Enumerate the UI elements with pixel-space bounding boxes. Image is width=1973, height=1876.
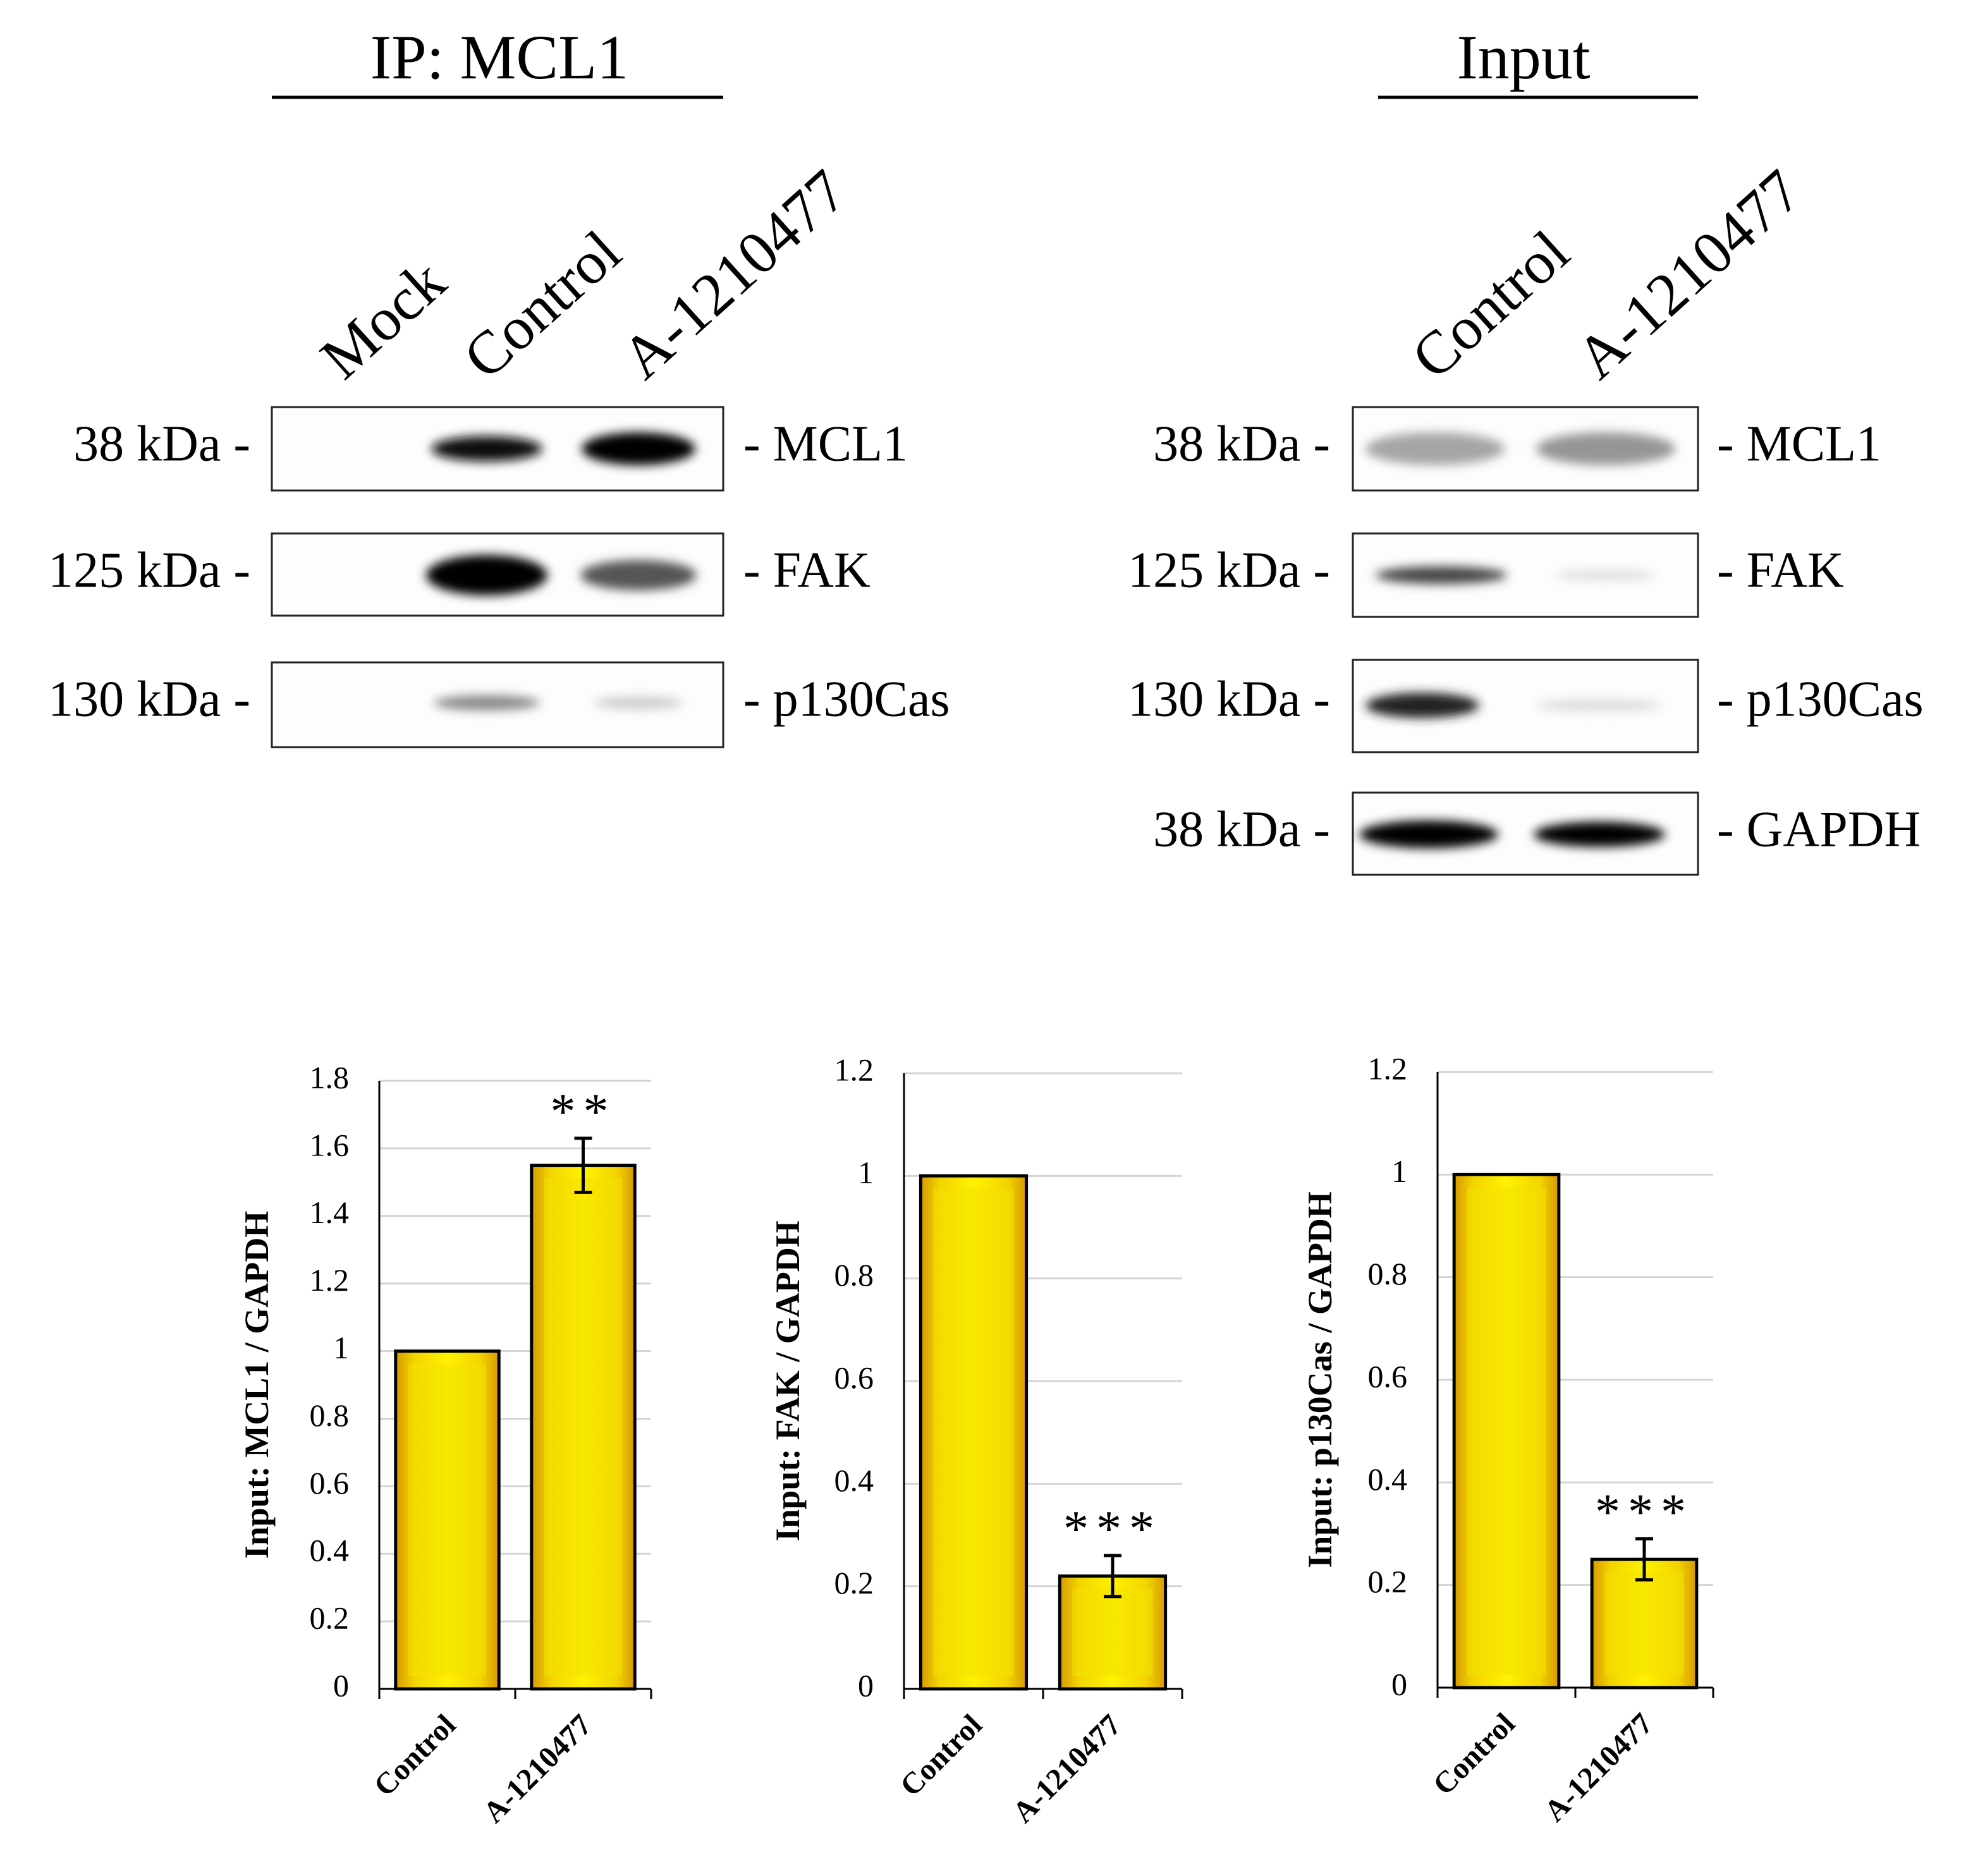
protein-label: - p130Cas	[1717, 671, 1924, 727]
y-tick-label: 0.8	[834, 1257, 874, 1293]
x-tick-label: A-1210477	[1538, 1707, 1659, 1828]
y-tick-label: 0	[858, 1667, 874, 1703]
protein-label: - MCL1	[743, 416, 908, 472]
y-tick-label: 0.6	[834, 1360, 874, 1395]
band	[426, 555, 547, 595]
band	[1555, 570, 1656, 580]
y-tick-label: 0.2	[834, 1565, 874, 1600]
band	[431, 436, 542, 461]
blot-title: IP: MCL1	[370, 22, 628, 92]
y-tick-label: 0	[1391, 1666, 1407, 1702]
band	[1534, 822, 1665, 847]
y-tick-label: 1.2	[310, 1262, 350, 1298]
bar-highlight	[544, 1178, 623, 1676]
bar-highlight	[1072, 1588, 1153, 1676]
bar-highlight	[408, 1363, 487, 1676]
band	[1536, 432, 1675, 465]
y-tick-label: 0.2	[310, 1600, 350, 1636]
error-bar	[1104, 1554, 1121, 1599]
y-tick-label: 0.2	[1368, 1564, 1408, 1599]
y-tick-label: 0.4	[1368, 1461, 1408, 1497]
bar-highlight	[1604, 1572, 1684, 1675]
significance: ***	[1063, 1501, 1162, 1557]
y-tick-label: 1.2	[834, 1052, 874, 1087]
lane-label: Control	[450, 217, 633, 392]
protein-label: - GAPDH	[1717, 801, 1921, 857]
lane-label: A-1210477	[608, 156, 859, 391]
y-tick-label: 0.4	[310, 1533, 350, 1568]
error-bar	[1635, 1537, 1653, 1582]
y-axis-label: Input: FAK / GAPDH	[769, 1221, 807, 1542]
band	[594, 697, 683, 709]
lane-label: Mock	[307, 247, 458, 391]
y-tick-label: 0.6	[310, 1465, 350, 1501]
band	[1359, 820, 1498, 848]
y-tick-label: 1.8	[310, 1059, 350, 1095]
significance: ***	[1595, 1485, 1694, 1540]
y-tick-label: 0.4	[834, 1463, 874, 1498]
protein-label: - FAK	[1717, 542, 1844, 598]
x-tick-label: A-1210477	[1006, 1708, 1128, 1829]
error-bar	[574, 1136, 592, 1194]
y-tick-label: 0.8	[310, 1398, 350, 1433]
y-axis-label: Input: MCL1 / GAPDH	[238, 1211, 276, 1559]
bands	[426, 432, 1675, 848]
y-tick-label: 0	[333, 1667, 349, 1703]
marker-label: 125 kDa -	[48, 542, 250, 598]
y-tick-label: 0.8	[1368, 1256, 1408, 1291]
marker-label: 130 kDa -	[1128, 671, 1330, 727]
y-tick-label: 1	[1391, 1154, 1407, 1189]
lane-label: A-1210477	[1563, 156, 1814, 391]
y-tick-label: 1	[858, 1155, 874, 1190]
band	[1536, 699, 1663, 712]
marker-label: 125 kDa -	[1128, 542, 1330, 598]
y-tick-label: 0.6	[1368, 1358, 1408, 1394]
protein-label: - MCL1	[1717, 416, 1881, 472]
bar-highlight	[933, 1188, 1014, 1676]
band	[580, 560, 697, 590]
protein-label: - p130Cas	[743, 671, 950, 727]
protein-label: - FAK	[743, 542, 870, 598]
x-tick-label: A-1210477	[477, 1708, 598, 1829]
blot-title: Input	[1457, 22, 1590, 92]
marker-label: 38 kDa -	[73, 416, 250, 472]
x-tick-label: Control	[894, 1708, 989, 1803]
y-tick-label: 1.4	[310, 1195, 350, 1230]
band	[434, 695, 540, 710]
marker-label: 130 kDa -	[48, 671, 250, 727]
y-tick-label: 1	[333, 1330, 349, 1365]
band	[1376, 566, 1507, 584]
significance: **	[551, 1084, 616, 1140]
lane-label: Control	[1398, 217, 1582, 392]
y-axis-label: Input: p130Cas / GAPDH	[1301, 1191, 1339, 1568]
band	[1365, 432, 1505, 465]
x-tick-label: Control	[1427, 1707, 1522, 1801]
blot-boxes	[271, 406, 1699, 876]
bar-highlight	[1467, 1187, 1546, 1675]
band	[582, 432, 695, 465]
band	[1365, 693, 1479, 718]
marker-label: 38 kDa -	[1153, 416, 1330, 472]
y-tick-label: 1.6	[310, 1127, 350, 1162]
y-tick-label: 1.2	[1368, 1051, 1408, 1086]
marker-label: 38 kDa -	[1153, 801, 1330, 857]
x-tick-label: Control	[367, 1708, 462, 1803]
